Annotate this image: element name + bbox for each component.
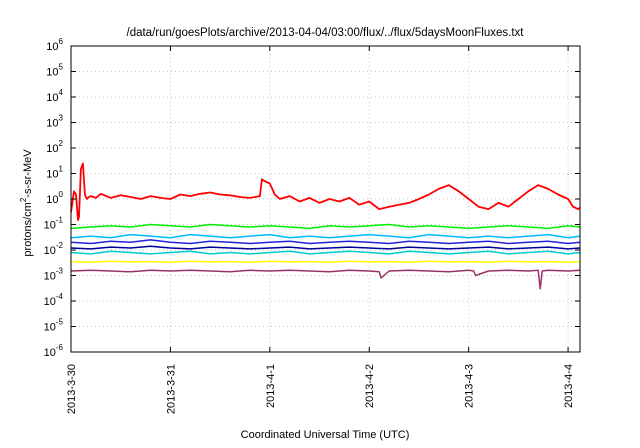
series-line-8: [70, 269, 581, 290]
y-tick-exponent: 6: [59, 37, 64, 46]
x-tick-label: 2013-3-30: [66, 364, 78, 414]
y-tick-base: 10: [44, 347, 56, 359]
y-tick-base: 10: [46, 169, 58, 181]
series-line-7: [70, 260, 581, 264]
y-tick-base: 10: [44, 220, 56, 232]
y-tick-base: 10: [46, 118, 58, 130]
x-tick-label: 2013-4-4: [563, 364, 575, 408]
y-tick-label: 10-4: [44, 292, 64, 308]
series-line-4: [70, 239, 581, 245]
y-tick-base: 10: [46, 143, 58, 155]
y-tick-label: 10-5: [44, 318, 64, 334]
y-tick-label: 10-3: [44, 267, 64, 283]
y-tick-label: 10-6: [44, 343, 64, 359]
x-axis-label: Coordinated Universal Time (UTC): [241, 429, 410, 441]
y-tick-base: 10: [44, 245, 56, 257]
x-tick-label: 2013-3-31: [165, 364, 177, 414]
series-line-3: [70, 233, 581, 239]
y-tick-base: 10: [46, 194, 58, 206]
y-tick-label: 101: [46, 165, 63, 181]
series-line-6: [70, 250, 581, 255]
series-line-1: [70, 162, 581, 221]
y-tick-exponent: -4: [56, 292, 64, 301]
y-tick-base: 10: [44, 296, 56, 308]
y-tick-label: 10-1: [44, 216, 64, 232]
series-line-2: [70, 223, 581, 230]
y-axis-label: protons/cm2-s-sr-MeV: [19, 149, 34, 257]
series-line-5: [70, 245, 581, 250]
y-tick-exponent: -1: [56, 216, 64, 225]
y-tick-label: 106: [46, 37, 63, 53]
y-tick-exponent: 2: [59, 139, 64, 148]
y-tick-label: 10-2: [44, 241, 64, 257]
y-tick-label: 100: [46, 190, 63, 206]
y-tick-base: 10: [46, 92, 58, 104]
x-tick-label: 2013-4-2: [364, 364, 376, 408]
x-tick-label: 2013-4-3: [464, 364, 476, 408]
y-tick-base: 10: [44, 322, 56, 334]
y-tick-label: 102: [46, 139, 63, 155]
y-tick-exponent: -2: [56, 241, 64, 250]
x-tick-label: 2013-4-1: [265, 364, 277, 408]
y-tick-base: 10: [44, 271, 56, 283]
y-tick-label: 105: [46, 63, 63, 79]
y-axis-label-superscript: 2: [19, 197, 28, 202]
y-axis-label-suffix: -s-sr-MeV: [22, 149, 34, 198]
y-tick-label: 103: [46, 114, 63, 130]
y-tick-exponent: 0: [59, 190, 64, 199]
y-tick-exponent: -3: [56, 267, 64, 276]
chart-title: /data/run/goesPlots/archive/2013-04-04/0…: [127, 27, 525, 39]
y-tick-exponent: 4: [59, 88, 64, 97]
y-tick-base: 10: [46, 67, 58, 79]
y-tick-exponent: -6: [56, 343, 64, 352]
y-axis-label-prefix: protons/cm: [22, 202, 34, 256]
y-tick-label: 104: [46, 88, 63, 104]
y-tick-exponent: 5: [59, 63, 64, 72]
y-tick-exponent: -5: [56, 318, 64, 327]
y-tick-exponent: 1: [59, 165, 64, 174]
y-tick-exponent: 3: [59, 114, 64, 123]
ticks: 10-610-510-410-310-210-11001011021031041…: [44, 37, 580, 414]
y-tick-base: 10: [46, 41, 58, 53]
series-group: [70, 162, 581, 290]
